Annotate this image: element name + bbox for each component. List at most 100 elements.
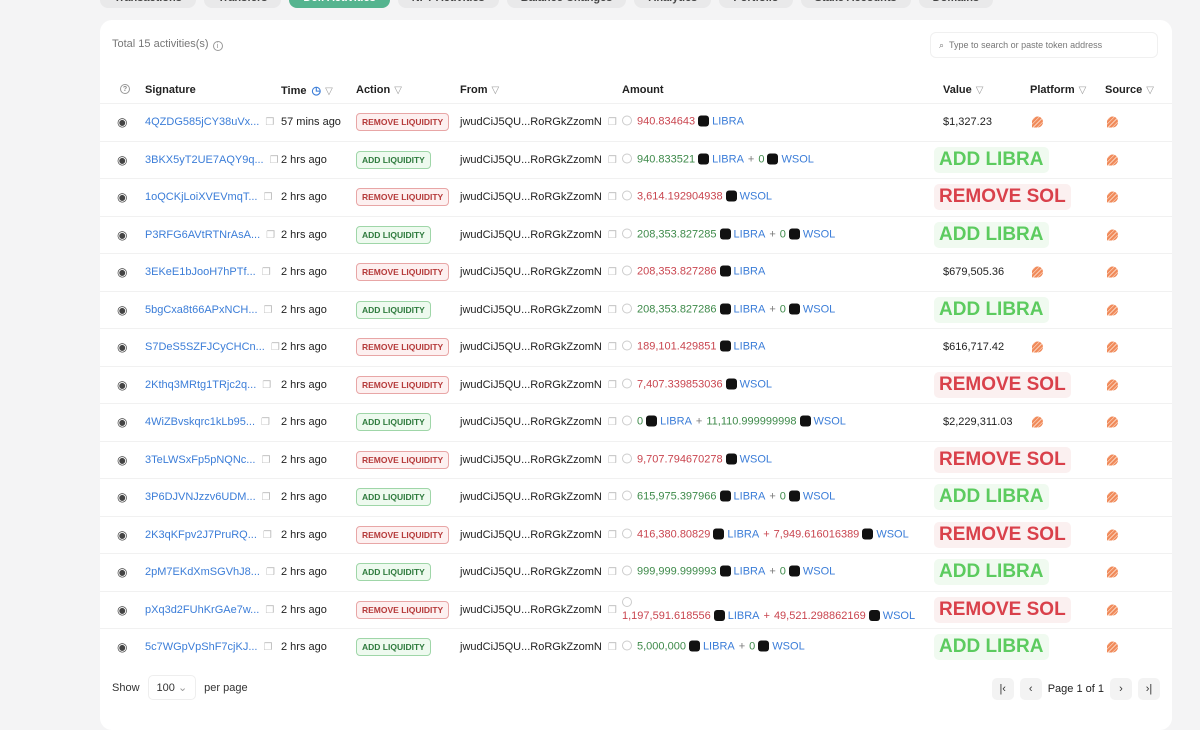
- copy-icon[interactable]: ❐: [265, 567, 275, 579]
- from-address[interactable]: jwudCiJ5QU...RoRGkZzomN: [460, 641, 602, 654]
- token-link[interactable]: WSOL: [739, 453, 773, 466]
- expand-icon[interactable]: [622, 228, 632, 239]
- copy-icon[interactable]: ❐: [607, 229, 617, 241]
- from-address[interactable]: jwudCiJ5QU...RoRGkZzomN: [460, 453, 602, 466]
- eye-icon[interactable]: ◉: [117, 565, 128, 580]
- expand-icon[interactable]: [622, 565, 632, 576]
- token-link[interactable]: LIBRA: [702, 640, 735, 653]
- tab-balance-changes[interactable]: Balance Changes: [506, 0, 627, 8]
- tab-portfolio[interactable]: Portfolio: [719, 0, 793, 8]
- info-icon[interactable]: i: [212, 41, 223, 51]
- eye-icon[interactable]: ◉: [117, 152, 128, 167]
- copy-icon[interactable]: ❐: [269, 154, 279, 166]
- tab-analytics[interactable]: Analytics: [634, 0, 712, 8]
- expand-icon[interactable]: [622, 378, 632, 389]
- tab-domains[interactable]: Domains: [918, 0, 994, 8]
- token-link[interactable]: WSOL: [739, 378, 773, 391]
- platform-icon[interactable]: [1032, 416, 1043, 428]
- eye-icon[interactable]: ◉: [117, 527, 128, 542]
- source-icon[interactable]: [1107, 416, 1118, 428]
- copy-icon[interactable]: ❐: [607, 192, 617, 204]
- clock-icon[interactable]: ◷: [311, 85, 322, 97]
- token-link[interactable]: LIBRA: [733, 490, 766, 503]
- token-link[interactable]: LIBRA: [733, 303, 766, 316]
- copy-icon[interactable]: ❐: [262, 379, 272, 391]
- from-address[interactable]: jwudCiJ5QU...RoRGkZzomN: [460, 416, 602, 429]
- expand-icon[interactable]: [622, 190, 632, 201]
- expand-icon[interactable]: [622, 153, 632, 164]
- expand-icon[interactable]: [622, 340, 632, 351]
- token-link[interactable]: LIBRA: [727, 609, 760, 622]
- signature-link[interactable]: 3TeLWSxFp5pNQNc...: [145, 453, 256, 466]
- token-link[interactable]: LIBRA: [733, 565, 766, 578]
- eye-icon[interactable]: ◉: [117, 452, 128, 467]
- from-address[interactable]: jwudCiJ5QU...RoRGkZzomN: [460, 378, 602, 391]
- copy-icon[interactable]: ❐: [262, 529, 272, 541]
- tab-transfers[interactable]: Transfers: [203, 0, 282, 8]
- eye-icon[interactable]: ◉: [117, 640, 128, 655]
- copy-icon[interactable]: ❐: [607, 417, 617, 429]
- token-link[interactable]: WSOL: [802, 490, 836, 503]
- eye-icon[interactable]: ◉: [117, 190, 128, 205]
- expand-icon[interactable]: [622, 596, 632, 607]
- token-link[interactable]: LIBRA: [660, 415, 692, 428]
- signature-link[interactable]: 2K3qKFpv2J7PruRQ...: [145, 528, 257, 541]
- expand-icon[interactable]: [622, 415, 632, 426]
- copy-icon[interactable]: ❐: [607, 342, 617, 354]
- copy-icon[interactable]: ❐: [265, 117, 275, 129]
- source-icon[interactable]: [1107, 379, 1118, 391]
- signature-link[interactable]: 1oQCKjLoiXVEVmqT...: [145, 191, 258, 204]
- signature-link[interactable]: S7DeS5SZFJCyCHCn...: [145, 341, 265, 354]
- copy-icon[interactable]: ❐: [261, 417, 271, 429]
- from-address[interactable]: jwudCiJ5QU...RoRGkZzomN: [460, 603, 602, 616]
- token-link[interactable]: WSOL: [802, 565, 836, 578]
- eye-icon[interactable]: ◉: [117, 340, 128, 355]
- signature-link[interactable]: 5c7WGpVpShF7cjKJ...: [145, 641, 258, 654]
- signature-link[interactable]: 3P6DJVNJzzv6UDM...: [145, 491, 256, 504]
- filter-icon[interactable]: ▽: [394, 85, 402, 96]
- copy-icon[interactable]: ❐: [607, 567, 617, 579]
- token-link[interactable]: WSOL: [882, 609, 916, 622]
- from-address[interactable]: jwudCiJ5QU...RoRGkZzomN: [460, 341, 602, 354]
- signature-link[interactable]: P3RFG6AVtRTNrAsA...: [145, 228, 261, 241]
- platform-icon[interactable]: [1032, 116, 1043, 128]
- last-page-button[interactable]: ›|: [1138, 678, 1160, 700]
- token-link[interactable]: WSOL: [781, 153, 814, 166]
- from-address[interactable]: jwudCiJ5QU...RoRGkZzomN: [460, 153, 602, 166]
- tab-stake-accounts[interactable]: Stake Accounts: [800, 0, 911, 8]
- signature-link[interactable]: 5bgCxa8t66APxNCH...: [145, 303, 258, 316]
- copy-icon[interactable]: ❐: [607, 529, 617, 541]
- eye-icon[interactable]: ◉: [117, 377, 128, 392]
- signature-link[interactable]: 3BKX5yT2UE7AQY9q...: [145, 153, 264, 166]
- signature-link[interactable]: 2pM7EKdXmSGVhJ8...: [145, 566, 260, 579]
- from-address[interactable]: jwudCiJ5QU...RoRGkZzomN: [460, 303, 602, 316]
- expand-icon[interactable]: [622, 528, 632, 539]
- tab-nft-activities[interactable]: NFT Activities: [397, 0, 499, 8]
- token-link[interactable]: WSOL: [876, 528, 909, 541]
- eye-icon[interactable]: ◉: [117, 415, 128, 430]
- signature-link[interactable]: 4WiZBvskqrc1kLb95...: [145, 416, 256, 429]
- first-page-button[interactable]: |‹: [991, 678, 1014, 700]
- token-link[interactable]: LIBRA: [733, 228, 766, 241]
- token-link[interactable]: WSOL: [813, 415, 846, 428]
- token-link[interactable]: LIBRA: [733, 340, 766, 353]
- copy-icon[interactable]: ❐: [607, 267, 617, 279]
- copy-icon[interactable]: ❐: [265, 604, 275, 616]
- prev-page-button[interactable]: ‹: [1019, 678, 1042, 700]
- signature-link[interactable]: 2Kthq3MRtg1TRjc2q...: [145, 378, 257, 391]
- expand-icon[interactable]: [622, 303, 632, 314]
- copy-icon[interactable]: ❐: [261, 267, 271, 279]
- next-page-button[interactable]: ›: [1110, 678, 1132, 700]
- filter-icon[interactable]: ▽: [325, 86, 333, 97]
- help-icon[interactable]: ?: [120, 84, 130, 94]
- copy-icon[interactable]: ❐: [607, 492, 617, 504]
- copy-icon[interactable]: ❐: [263, 192, 273, 204]
- tab-transactions[interactable]: Transactions: [100, 0, 196, 8]
- source-icon[interactable]: [1107, 604, 1118, 616]
- copy-icon[interactable]: ❐: [270, 342, 280, 354]
- eye-icon[interactable]: ◉: [117, 115, 128, 130]
- search-input[interactable]: ⌕ Type to search or paste token address: [930, 32, 1158, 58]
- copy-icon[interactable]: ❐: [607, 454, 617, 466]
- source-icon[interactable]: [1107, 154, 1118, 166]
- from-address[interactable]: jwudCiJ5QU...RoRGkZzomN: [460, 491, 602, 504]
